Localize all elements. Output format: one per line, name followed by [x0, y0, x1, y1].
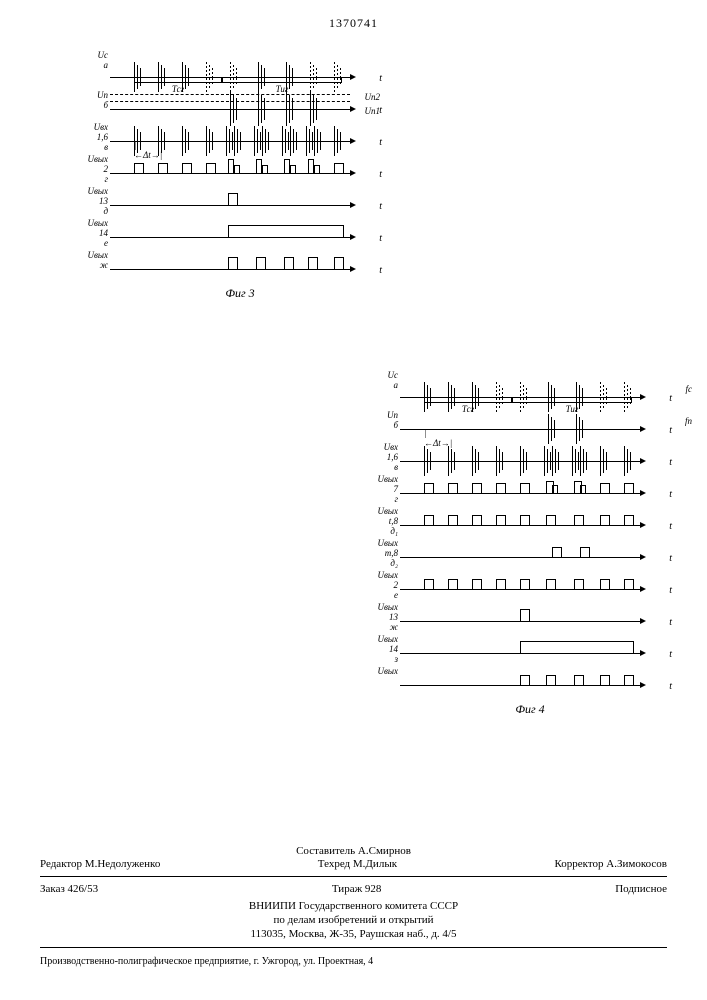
editor-name: Редактор М.Недолуженко: [40, 858, 160, 870]
row-label: Uвых7г: [364, 474, 398, 504]
figure-caption: Фиг 4: [400, 702, 660, 717]
row-label: Uвыхt,8д₁: [364, 506, 398, 536]
timing-row-zh: Uвых13жt: [400, 602, 660, 632]
row-label: Uвых14з: [364, 634, 398, 664]
podpisnoe: Подписное: [615, 883, 667, 895]
timing-row-d: Uвых13дt: [110, 186, 370, 216]
row-label: Uвых2г: [74, 154, 108, 184]
figure-3: UсаtТсгТигUпбtUвх1,6вtUвых2гt|←Δt→|Uвых1…: [110, 50, 370, 301]
row-label: Uвых13д: [74, 186, 108, 216]
row-label: Uвыхж: [74, 250, 108, 270]
row-label: Uпб: [364, 410, 398, 430]
page-number: 1370741: [0, 16, 707, 31]
timing-row-g: Uвых2гt|←Δt→|: [110, 154, 370, 184]
row-label: Uвых: [364, 666, 398, 676]
row-label: Uса: [74, 50, 108, 70]
row-label: Uвых2е: [364, 570, 398, 600]
row-label: Uвых14е: [74, 218, 108, 248]
figure-4: UсаtfсТсгТигUпбtfпUвх1,6вt|←Δt→|Uвых7гtU…: [400, 370, 660, 717]
row-label: Uвых13ж: [364, 602, 398, 632]
order-number: Заказ 426/53: [40, 883, 98, 895]
footer-block: Составитель А.Смирнов Редактор М.Недолуж…: [40, 840, 667, 967]
timing-row-d2: Uвыхm,8д₂t: [400, 538, 660, 568]
printer-line: Производственно-полиграфическое предприя…: [40, 956, 667, 967]
row-label: Uса: [364, 370, 398, 390]
org-lines: ВНИИПИ Государственного комитета СССР по…: [40, 899, 667, 941]
timing-row-e: Uвых14еt: [110, 218, 370, 248]
tirazh: Тираж 928: [332, 883, 382, 895]
timing-row-a: UсаtТсгТиг: [110, 50, 370, 88]
techred-name: Техред М.Дилык: [318, 858, 397, 870]
timing-row-g: Uвых7гt: [400, 474, 660, 504]
row-label: Uпб: [74, 90, 108, 110]
timing-row-zh: Uвыхжt: [110, 250, 370, 280]
timing-row-d1: Uвыхt,8д₁t: [400, 506, 660, 536]
timing-row-i: Uвыхt: [400, 666, 660, 696]
timing-row-e: Uвых2еt: [400, 570, 660, 600]
page: 1370741 UсаtТсгТигUпбtUвх1,6вtUвых2гt|←Δ…: [0, 0, 707, 1000]
timing-row-v: Uвх1,6вt|←Δt→|: [400, 442, 660, 472]
corrector-name: Корректор А.Зимокосов: [555, 858, 667, 870]
row-label: Uвх1,6в: [74, 122, 108, 152]
timing-row-b: Uпбt: [110, 90, 370, 120]
compiler-line: Составитель А.Смирнов: [40, 844, 667, 858]
timing-row-z: Uвых14зt: [400, 634, 660, 664]
timing-row-a: UсаtfсТсгТиг: [400, 370, 660, 408]
figure-caption: Фиг 3: [110, 286, 370, 301]
row-label: Uвыхm,8д₂: [364, 538, 398, 568]
row-label: Uвх1,6в: [364, 442, 398, 472]
